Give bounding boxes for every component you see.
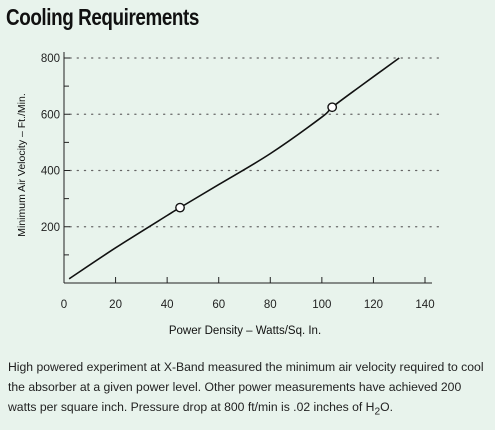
series-line-0 xyxy=(68,57,400,280)
y-axis-label: Minimum Air Velocity – Ft./Min. xyxy=(16,93,28,237)
x-tick-label-60: 60 xyxy=(212,299,225,311)
caption-text-end: O. xyxy=(380,400,394,414)
line-chart: 200 400 600 800 0 20 40 60 80 100 120 140 Power Den… xyxy=(16,52,441,337)
markers xyxy=(175,102,338,213)
x-tick-label-80: 80 xyxy=(264,299,277,311)
y-tick-label-400: 400 xyxy=(41,166,60,178)
x-axis-label: Power Density – Watts/Sq. In. xyxy=(169,325,321,337)
chart-caption: High powered experiment at X-Band measur… xyxy=(8,357,493,422)
caption-subscript: 2 xyxy=(374,406,381,418)
y-tick-label-200: 200 xyxy=(41,222,60,234)
caption-text: High powered experiment at X-Band measur… xyxy=(8,360,484,414)
y-tick-label-600: 600 xyxy=(41,109,60,121)
x-tick-label-0: 0 xyxy=(61,299,67,311)
grid xyxy=(69,57,441,228)
y-tick-label-800: 800 xyxy=(41,53,60,65)
data-point-1 xyxy=(327,102,338,113)
series xyxy=(68,57,400,280)
chart-title: Cooling Requirements xyxy=(6,4,199,30)
data-point-0 xyxy=(175,202,185,213)
x-tick-label-40: 40 xyxy=(161,299,174,311)
x-tick-label-120: 120 xyxy=(364,299,383,311)
x-tick-label-140: 140 xyxy=(415,299,434,311)
axes xyxy=(63,52,432,284)
x-tick-label-100: 100 xyxy=(312,299,331,311)
x-tick-label-20: 20 xyxy=(109,299,122,311)
tick-labels: 200 400 600 800 0 20 40 60 80 100 120 140 xyxy=(41,53,435,311)
